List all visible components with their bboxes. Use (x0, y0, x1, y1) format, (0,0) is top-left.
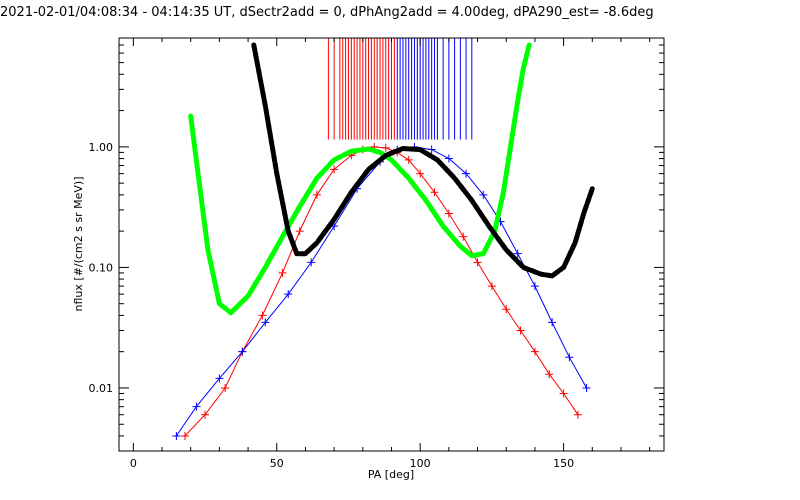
x-tick-label: 0 (130, 457, 137, 470)
fit-curve-black (251, 42, 595, 279)
data-point-red (295, 227, 304, 236)
axes-ticks: 0 50 100 150 0.01 0.10 1.00 (89, 37, 664, 470)
data-point-red (545, 370, 554, 379)
plot-area (172, 38, 595, 440)
data-point-blue (565, 353, 574, 362)
data-point-red (416, 169, 425, 178)
data-point-blue (548, 318, 557, 327)
fit-curve-green (188, 42, 532, 316)
data-point-blue (427, 145, 436, 154)
data-point-red (381, 143, 390, 152)
data-point-red (278, 268, 287, 277)
data-point-red (530, 347, 539, 356)
data-point-blue (582, 383, 591, 392)
y-axis-label: nflux [#/(cm2 s sr MeV)] (72, 177, 85, 312)
data-point-blue (172, 431, 181, 440)
series-line-blue (175, 146, 588, 437)
data-point-blue (479, 190, 488, 199)
data-point-blue (284, 290, 293, 299)
data-point-blue (215, 374, 224, 383)
data-point-red (573, 410, 582, 419)
data-point-red (430, 188, 439, 197)
data-point-blue (462, 169, 471, 178)
data-point-red (473, 258, 482, 267)
data-point-blue (192, 402, 201, 411)
data-point-red (404, 155, 413, 164)
y-tick-label: 0.01 (89, 382, 114, 395)
data-point-red (459, 232, 468, 241)
data-point-blue (238, 347, 247, 356)
data-point-red (444, 209, 453, 218)
data-point-red (312, 190, 321, 199)
x-tick-label: 100 (410, 457, 431, 470)
data-point-blue (444, 154, 453, 163)
y-tick-label: 0.10 (89, 261, 114, 274)
data-point-red (221, 383, 230, 392)
x-tick-label: 50 (270, 457, 284, 470)
y-tick-label: 1.00 (89, 141, 114, 154)
data-point-red (559, 389, 568, 398)
data-point-red (258, 311, 267, 320)
data-point-blue (530, 282, 539, 291)
x-axis-label: PA [deg] (368, 468, 414, 481)
chart-title: 2021-02-01/04:08:34 - 04:14:35 UT, dSect… (0, 5, 654, 20)
data-point-blue (513, 249, 522, 258)
plot-marks (172, 38, 595, 440)
data-point-red (330, 165, 339, 174)
data-point-blue (307, 258, 316, 267)
data-point-red (487, 282, 496, 291)
data-point-red (180, 431, 189, 440)
data-point-red (516, 326, 525, 335)
x-tick-label: 150 (553, 457, 574, 470)
series-line-red (184, 146, 579, 437)
data-point-blue (261, 318, 270, 327)
data-point-red (502, 305, 511, 314)
data-point-red (201, 410, 210, 419)
